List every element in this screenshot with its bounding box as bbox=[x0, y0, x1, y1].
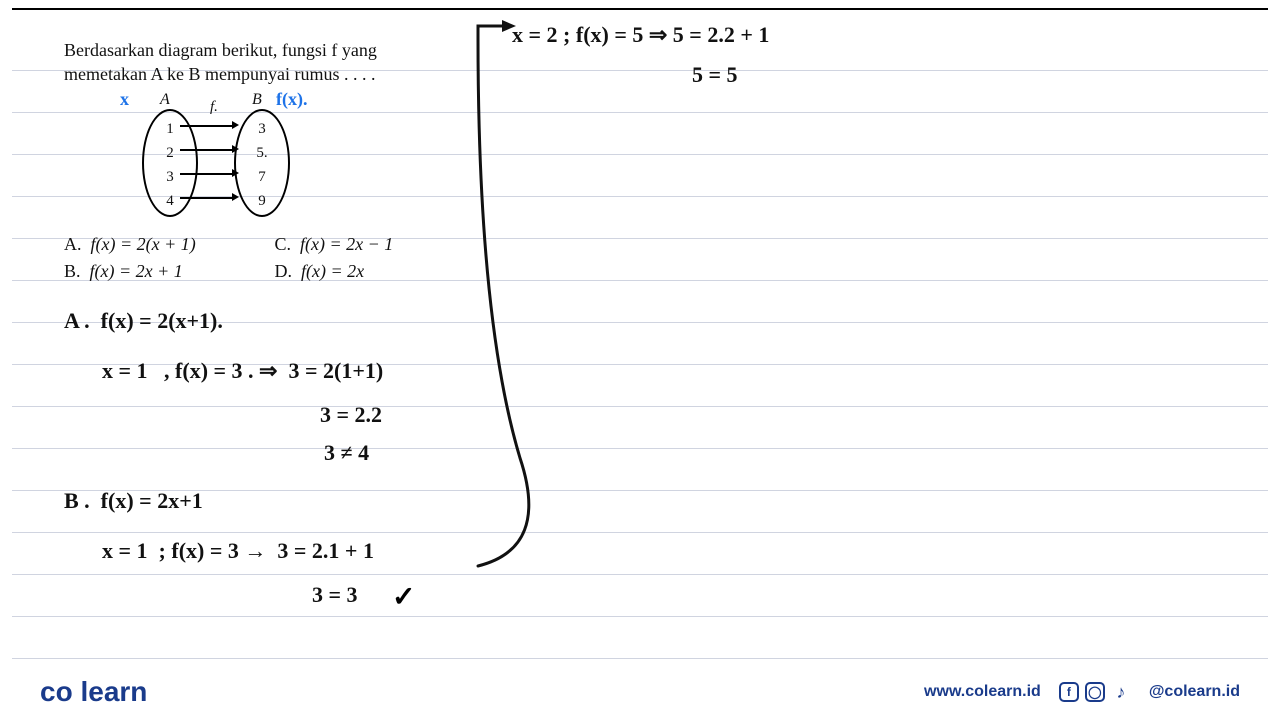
set-a-val-1: 1 bbox=[166, 119, 174, 139]
question-block: Berdasarkan diagram berikut, fungsi f ya… bbox=[64, 38, 464, 285]
choice-a: A. f(x) = 2(x + 1) bbox=[64, 231, 246, 258]
set-b-oval: 3 5. 7 9 bbox=[234, 109, 290, 217]
work-a-line3: 3 ≠ 4 bbox=[324, 440, 369, 466]
set-b-label: B bbox=[252, 89, 262, 111]
annotation-x: x bbox=[120, 87, 129, 111]
mapping-diagram: x A f. B f(x). 1 2 3 4 3 5. 7 9 bbox=[124, 93, 324, 223]
paper-area: Berdasarkan diagram berikut, fungsi f ya… bbox=[12, 10, 1268, 660]
arrow-2 bbox=[180, 149, 234, 151]
set-b-val-2: 5. bbox=[256, 143, 267, 163]
question-text: Berdasarkan diagram berikut, fungsi f ya… bbox=[64, 38, 464, 87]
tiktok-icon: ♪ bbox=[1111, 682, 1131, 702]
facebook-icon: f bbox=[1059, 682, 1079, 702]
arrow-4-head bbox=[232, 193, 239, 201]
annotation-fx: f(x). bbox=[276, 87, 307, 111]
f-label: f. bbox=[210, 97, 218, 117]
footer-handle: @colearn.id bbox=[1149, 683, 1240, 701]
work-a-header: A . f(x) = 2(x+1). bbox=[64, 308, 223, 334]
connector-bracket bbox=[460, 18, 570, 578]
set-a-label: A bbox=[160, 89, 170, 111]
checkmark-icon: ✓ bbox=[392, 580, 415, 614]
choice-b: B. f(x) = 2x + 1 bbox=[64, 258, 246, 285]
set-a-val-2: 2 bbox=[166, 143, 174, 163]
brand-logo: co learn bbox=[40, 676, 147, 708]
arrow-1-head bbox=[232, 121, 239, 129]
footer-url: www.colearn.id bbox=[924, 683, 1041, 701]
choice-d: D. f(x) = 2x bbox=[274, 258, 444, 285]
work-b-line1: x = 1 ; f(x) = 3 → 3 = 2.1 + 1 bbox=[102, 538, 374, 564]
work-a-line1: x = 1 , f(x) = 3 . ⇒ 3 = 2(1+1) bbox=[102, 358, 383, 384]
work-b-header: B . f(x) = 2x+1 bbox=[64, 488, 203, 514]
logo-learn: learn bbox=[80, 676, 147, 707]
choice-c: C. f(x) = 2x − 1 bbox=[274, 231, 444, 258]
arrow-3 bbox=[180, 173, 234, 175]
social-icons: f ◯ ♪ bbox=[1059, 682, 1131, 702]
set-b-val-4: 9 bbox=[258, 191, 266, 211]
instagram-icon: ◯ bbox=[1085, 682, 1105, 702]
answer-choices: A. f(x) = 2(x + 1) C. f(x) = 2x − 1 B. f… bbox=[64, 231, 444, 285]
set-b-val-3: 7 bbox=[258, 167, 266, 187]
footer-right: www.colearn.id f ◯ ♪ @colearn.id bbox=[924, 682, 1240, 702]
work-right-line2: 5 = 5 bbox=[692, 62, 738, 88]
logo-co: co bbox=[40, 676, 73, 707]
arrow-4 bbox=[180, 197, 234, 199]
set-a-val-3: 3 bbox=[166, 167, 174, 187]
arrow-3-head bbox=[232, 169, 239, 177]
prompt-line-2: memetakan A ke B mempunyai rumus . . . . bbox=[64, 64, 375, 84]
work-b-line2: 3 = 3 bbox=[312, 582, 358, 608]
arrow-1 bbox=[180, 125, 234, 127]
footer: co learn www.colearn.id f ◯ ♪ @colearn.i… bbox=[0, 664, 1280, 720]
work-a-line2: 3 = 2.2 bbox=[320, 402, 382, 428]
prompt-line-1: Berdasarkan diagram berikut, fungsi f ya… bbox=[64, 40, 377, 60]
set-b-val-1: 3 bbox=[258, 119, 266, 139]
set-a-val-4: 4 bbox=[166, 191, 174, 211]
arrow-2-head bbox=[232, 145, 239, 153]
